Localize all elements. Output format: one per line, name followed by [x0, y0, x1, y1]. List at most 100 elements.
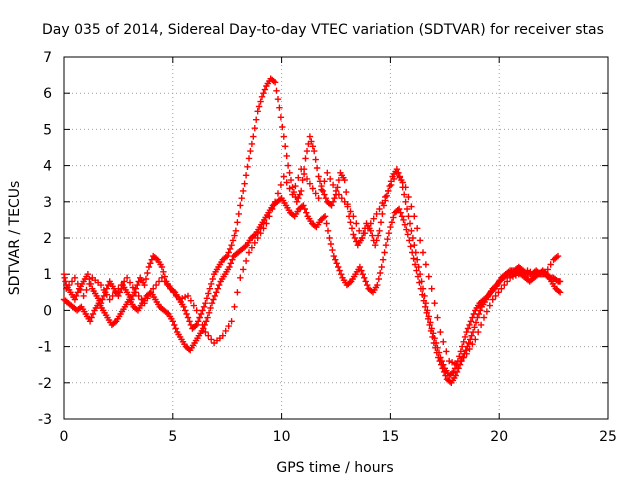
data-point: [399, 179, 406, 186]
data-point: [471, 324, 478, 331]
data-point: [434, 314, 441, 321]
data-point: [377, 269, 384, 277]
data-point: [158, 263, 166, 271]
data-point: [312, 190, 319, 197]
data-point: [437, 328, 444, 336]
y-tick-label: 1: [43, 267, 52, 283]
data-point: [555, 287, 562, 295]
data-point: [328, 202, 335, 209]
data-point: [279, 123, 286, 131]
data-point: [401, 191, 408, 198]
data-point: [295, 174, 302, 181]
data-point: [403, 205, 411, 213]
data-point: [554, 252, 562, 260]
data-point: [329, 246, 336, 254]
data-point: [277, 181, 285, 189]
data-point: [196, 314, 203, 321]
data-point: [442, 372, 449, 379]
data-point: [74, 280, 81, 288]
data-point: [422, 261, 430, 268]
data-point: [356, 227, 363, 234]
data-point: [335, 263, 342, 271]
data-point: [83, 286, 90, 294]
data-point: [474, 314, 481, 321]
data-point: [324, 169, 331, 176]
data-point: [203, 318, 210, 325]
data-point: [257, 98, 264, 105]
axes: [63, 56, 609, 420]
x-tick-label: 25: [599, 429, 617, 445]
data-point: [351, 234, 359, 242]
data-point: [501, 281, 508, 289]
data-point: [289, 184, 296, 191]
data-point: [451, 360, 459, 367]
data-point: [235, 210, 242, 218]
y-tick-label: -3: [38, 412, 52, 428]
data-point: [346, 279, 353, 286]
data-point: [465, 339, 472, 347]
data-point: [300, 202, 307, 209]
data-point: [181, 307, 189, 314]
data-point: [86, 280, 93, 288]
data-point: [347, 219, 354, 226]
data-point: [486, 302, 493, 309]
data-point: [547, 261, 554, 268]
data-point: [379, 199, 386, 207]
data-point: [99, 296, 106, 303]
data-point: [454, 361, 462, 368]
data-point: [65, 281, 73, 289]
data-point: [407, 243, 414, 250]
data-point: [211, 292, 219, 300]
y-tick-label: 0: [43, 303, 52, 319]
data-point: [448, 359, 456, 366]
data-point: [180, 303, 187, 310]
data-point: [384, 236, 391, 243]
data-point: [145, 263, 153, 271]
data-point: [184, 314, 192, 321]
data-point: [105, 281, 112, 289]
data-point: [216, 281, 223, 289]
data-point: [68, 278, 76, 285]
data-point: [527, 268, 534, 275]
data-point: [134, 281, 141, 289]
data-point: [225, 322, 232, 330]
data-point: [199, 307, 206, 314]
data-point: [226, 263, 233, 271]
data-point: [415, 263, 422, 271]
data-point: [350, 231, 357, 238]
data-point: [503, 272, 510, 279]
data-point: [224, 252, 231, 260]
data-point: [111, 319, 118, 326]
data-point: [306, 180, 314, 187]
data-point: [234, 219, 241, 226]
data-point: [358, 234, 366, 242]
data-point: [483, 308, 491, 315]
data-point: [386, 182, 393, 190]
data-point: [463, 350, 470, 357]
data-point: [406, 237, 413, 244]
data-point: [245, 155, 253, 162]
data-point: [467, 318, 475, 325]
data-point: [338, 195, 345, 202]
data-point: [509, 273, 517, 280]
data-point: [393, 169, 401, 176]
data-point: [395, 205, 403, 213]
data-point: [477, 307, 484, 314]
data-point: [276, 104, 283, 111]
data-point: [190, 302, 197, 309]
data-point: [410, 255, 417, 262]
data-point: [530, 269, 537, 277]
data-point: [388, 219, 396, 226]
data-point: [453, 368, 461, 376]
data-point: [263, 220, 270, 227]
data-point: [266, 213, 273, 220]
data-point: [129, 292, 137, 300]
data-point: [241, 180, 248, 187]
x-tick-label: 15: [381, 429, 399, 445]
data-points: [60, 75, 564, 386]
data-point: [205, 290, 212, 297]
data-point: [286, 185, 293, 192]
data-point: [118, 281, 125, 289]
data-point: [260, 225, 267, 232]
data-point: [202, 300, 209, 307]
